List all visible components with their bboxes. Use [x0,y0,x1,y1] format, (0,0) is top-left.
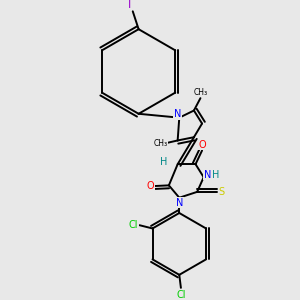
Text: Cl: Cl [129,220,138,230]
Text: I: I [128,0,131,10]
Text: N: N [176,198,184,208]
Text: H: H [212,169,220,180]
Text: N: N [174,109,181,119]
Text: Cl: Cl [176,290,186,300]
Text: O: O [199,140,206,150]
Text: S: S [219,187,225,197]
Text: O: O [146,181,154,191]
Text: N: N [204,169,211,180]
Text: CH₃: CH₃ [153,139,167,148]
Text: CH₃: CH₃ [194,88,208,97]
Text: H: H [160,157,168,166]
